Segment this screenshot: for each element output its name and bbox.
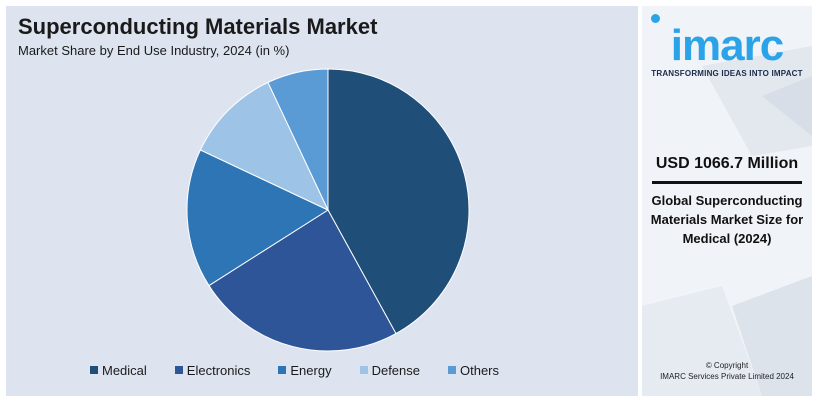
copyright-line-1: © Copyright xyxy=(705,361,749,370)
brand-tagline: TRANSFORMING IDEAS INTO IMPACT xyxy=(651,69,803,78)
pie-chart xyxy=(186,68,470,352)
background-decoration xyxy=(642,46,812,396)
market-size-description: Global Superconducting Materials Market … xyxy=(650,193,804,246)
market-size-value: USD 1066.7 Million xyxy=(655,155,799,172)
legend-swatch xyxy=(278,366,287,374)
copyright-line-2: IMARC Services Private Limited 2024 xyxy=(660,372,794,381)
chart-subtitle: Market Share by End Use Industry, 2024 (… xyxy=(18,43,290,58)
legend-label: Medical xyxy=(102,362,147,378)
side-panel: imarc TRANSFORMING IDEAS INTO IMPACT USD… xyxy=(642,6,812,396)
pie-slice-energy xyxy=(186,149,330,287)
pie-slice-medical xyxy=(327,68,470,335)
legend-item-energy: Energy xyxy=(278,362,332,378)
pie-slice-defense xyxy=(199,81,330,212)
legend-swatch xyxy=(174,366,183,374)
copyright: © Copyright IMARC Services Private Limit… xyxy=(642,360,812,382)
chart-title: Superconducting Materials Market xyxy=(18,14,378,39)
legend-swatch xyxy=(90,366,98,374)
logo-dot xyxy=(651,14,660,23)
legend-label: Electronics xyxy=(186,362,251,378)
legend-swatch xyxy=(448,366,456,374)
divider xyxy=(652,181,802,184)
legend-label: Defense xyxy=(371,362,420,378)
legend-item-others: Others xyxy=(448,363,499,378)
legend-swatch xyxy=(359,366,368,374)
legend-item-defense: Defense xyxy=(359,362,420,378)
chart-panel: Superconducting Materials Market Market … xyxy=(6,6,638,396)
legend-label: Energy xyxy=(290,362,332,378)
legend-label: Others xyxy=(460,362,500,378)
pie-slice-others xyxy=(267,68,329,211)
pie-slice-electronics xyxy=(208,209,397,352)
chart-legend: Medical Electronics Energy Defense Others xyxy=(90,362,499,378)
imarc-logo: imarc xyxy=(670,21,784,70)
legend-item-medical: Medical xyxy=(90,363,147,378)
legend-item-electronics: Electronics xyxy=(174,362,251,378)
